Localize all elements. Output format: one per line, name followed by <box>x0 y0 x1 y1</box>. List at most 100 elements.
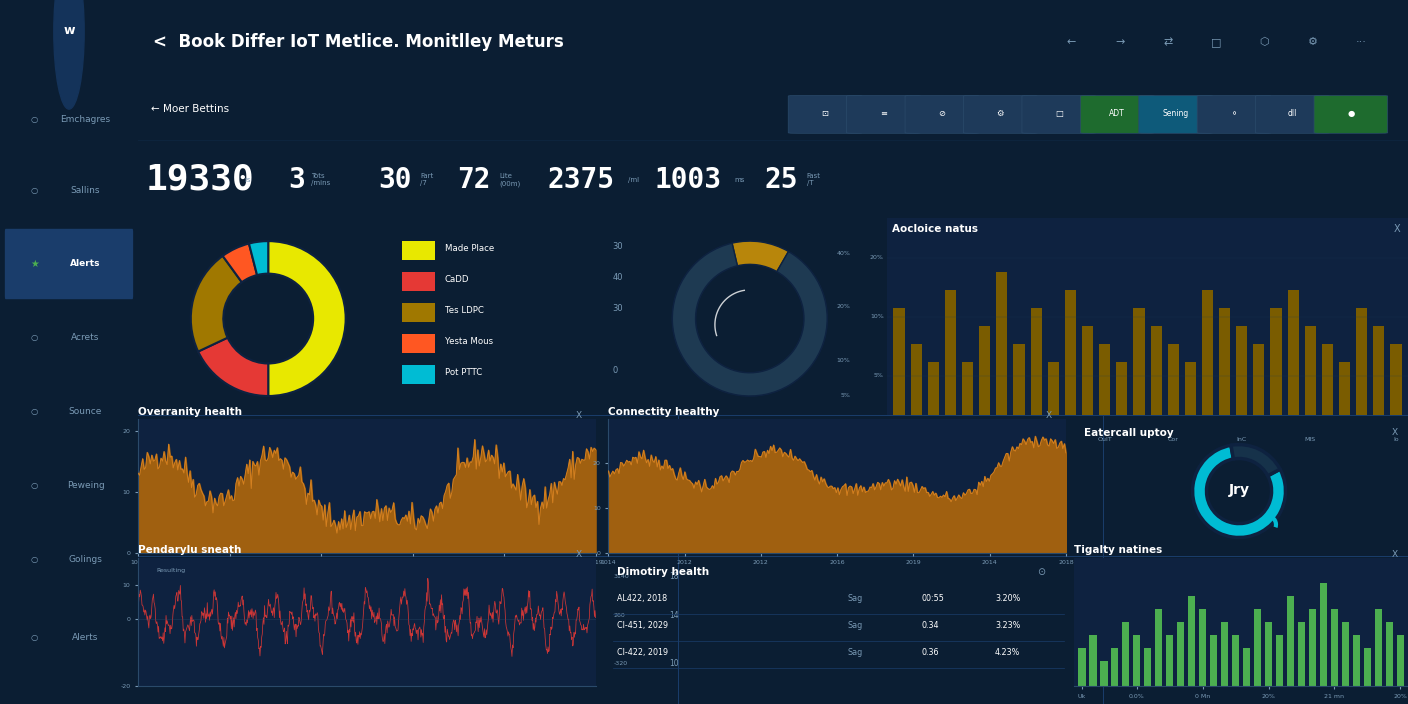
Text: 30: 30 <box>612 242 624 251</box>
Bar <box>979 326 990 415</box>
FancyBboxPatch shape <box>401 272 435 291</box>
Bar <box>1356 308 1367 415</box>
Text: rs: rs <box>245 177 251 182</box>
Text: 25: 25 <box>765 165 798 194</box>
Text: ⊡: ⊡ <box>821 109 828 118</box>
Text: Cl-451, 2029: Cl-451, 2029 <box>618 622 669 630</box>
Text: □: □ <box>1211 37 1222 47</box>
Text: 10%: 10% <box>870 314 884 320</box>
Bar <box>1309 609 1316 686</box>
Bar <box>1031 308 1042 415</box>
Wedge shape <box>672 243 826 396</box>
Bar <box>1101 660 1108 686</box>
Text: ○: ○ <box>31 408 38 416</box>
Text: ≡: ≡ <box>880 109 887 118</box>
Bar <box>1133 635 1140 686</box>
Text: Tes LDPC: Tes LDPC <box>445 306 484 315</box>
Text: ⊘: ⊘ <box>938 109 945 118</box>
Bar <box>1167 344 1178 415</box>
Text: ⚙: ⚙ <box>997 109 1004 118</box>
Bar <box>1339 362 1350 415</box>
Text: ⚙: ⚙ <box>1308 37 1318 47</box>
Text: Yesta Mous: Yesta Mous <box>445 337 493 346</box>
Text: ○: ○ <box>31 186 38 194</box>
Text: ○: ○ <box>31 633 38 641</box>
Text: X: X <box>1046 411 1052 420</box>
Text: ← Moer Bettins: ← Moer Bettins <box>151 104 230 114</box>
Text: Sag: Sag <box>848 648 863 658</box>
Text: Resulting: Resulting <box>156 568 186 573</box>
Text: dII: dII <box>1288 109 1297 118</box>
Text: ⊙: ⊙ <box>1038 567 1046 577</box>
Bar <box>1298 622 1305 686</box>
Text: Fart
/7: Fart /7 <box>420 173 434 187</box>
Text: ●: ● <box>1347 109 1354 118</box>
Text: Aocloice natus: Aocloice natus <box>893 224 979 234</box>
Text: Tots
/mins: Tots /mins <box>311 173 329 187</box>
Text: ADT: ADT <box>1110 109 1125 118</box>
Text: 10%: 10% <box>836 358 850 363</box>
Bar <box>962 362 973 415</box>
Text: ⚬: ⚬ <box>1231 109 1238 118</box>
Text: X: X <box>1393 428 1398 437</box>
Text: OuIT: OuIT <box>1097 437 1112 442</box>
Text: ○: ○ <box>31 482 38 490</box>
Bar <box>1397 635 1404 686</box>
FancyBboxPatch shape <box>846 96 921 133</box>
FancyBboxPatch shape <box>1022 96 1095 133</box>
Text: Overranity health: Overranity health <box>138 407 242 417</box>
FancyBboxPatch shape <box>788 96 862 133</box>
Text: Alerts: Alerts <box>72 633 99 641</box>
Wedge shape <box>1269 515 1278 528</box>
Text: Connectity healthy: Connectity healthy <box>608 407 719 417</box>
Bar <box>1184 362 1195 415</box>
Bar <box>1373 326 1384 415</box>
Text: AL422, 2018: AL422, 2018 <box>618 594 667 603</box>
Bar <box>1166 635 1173 686</box>
Text: ←: ← <box>1067 37 1076 47</box>
Text: Sounce: Sounce <box>69 408 103 416</box>
Text: 3.20%: 3.20% <box>995 594 1021 603</box>
Text: Dimotiry health: Dimotiry health <box>618 567 710 577</box>
Wedge shape <box>268 241 346 396</box>
Text: 0.34: 0.34 <box>921 622 939 630</box>
Bar <box>1287 596 1294 686</box>
Text: Sag: Sag <box>848 622 863 630</box>
Text: X: X <box>1394 224 1400 234</box>
Text: -II: -II <box>964 437 970 442</box>
Bar <box>1150 326 1162 415</box>
Bar <box>1133 308 1145 415</box>
Text: X: X <box>576 411 582 420</box>
Text: Sag: Sag <box>848 594 863 603</box>
Bar <box>1255 609 1262 686</box>
Text: Cor: Cor <box>1167 437 1178 442</box>
Bar <box>1374 609 1381 686</box>
FancyBboxPatch shape <box>1080 96 1155 133</box>
Text: Jn: Jn <box>895 437 903 442</box>
Bar <box>1145 648 1152 686</box>
Bar <box>1090 635 1097 686</box>
Text: 14: 14 <box>669 611 679 620</box>
Bar <box>1079 648 1086 686</box>
Bar <box>1200 609 1207 686</box>
Bar <box>945 290 956 415</box>
FancyBboxPatch shape <box>401 334 435 353</box>
Text: /ml: /ml <box>628 177 639 182</box>
Bar <box>1305 326 1316 415</box>
Text: 0.36: 0.36 <box>921 648 939 658</box>
Bar <box>928 362 939 415</box>
Bar <box>1391 344 1401 415</box>
Bar <box>1064 290 1076 415</box>
Text: 18: 18 <box>669 572 679 582</box>
Text: Peweing: Peweing <box>66 482 104 490</box>
Bar <box>1202 290 1214 415</box>
Text: MIS: MIS <box>1305 437 1316 442</box>
Bar <box>1048 362 1059 415</box>
Text: ms: ms <box>734 177 745 182</box>
Bar <box>1385 622 1393 686</box>
Wedge shape <box>249 241 269 275</box>
Text: 10: 10 <box>669 659 679 667</box>
Bar <box>1287 290 1298 415</box>
Text: X: X <box>576 550 582 559</box>
Text: ★: ★ <box>30 259 39 269</box>
